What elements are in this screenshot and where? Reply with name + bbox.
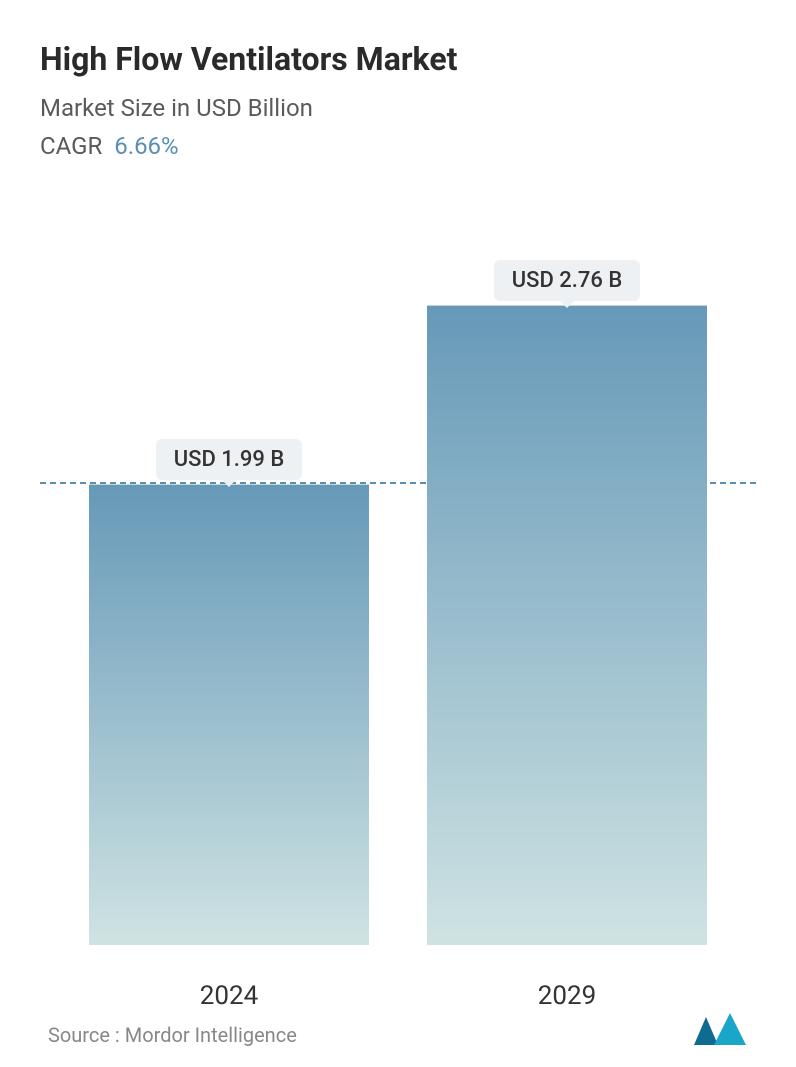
chart-container: High Flow Ventilators Market Market Size… (0, 0, 796, 1034)
x-axis-labels: 2024 2029 (40, 965, 756, 1011)
bar-group: USD 2.76 B (427, 260, 707, 945)
value-badge: USD 2.76 B (494, 260, 641, 301)
cagr-row: CAGR 6.66% (40, 132, 756, 160)
chart-area: USD 1.99 B USD 2.76 B (40, 200, 756, 945)
source-text: Source : Mordor Intelligence (48, 1023, 297, 1047)
bar-group: USD 1.99 B (89, 439, 369, 945)
bars-row: USD 1.99 B USD 2.76 B (60, 260, 736, 945)
bar (427, 305, 707, 945)
x-axis-label: 2024 (89, 981, 369, 1011)
value-badge: USD 1.99 B (156, 439, 303, 480)
chart-footer: Source : Mordor Intelligence (40, 1011, 756, 1067)
chart-title: High Flow Ventilators Market (40, 40, 756, 78)
bar (89, 484, 369, 945)
chart-subtitle: Market Size in USD Billion (40, 94, 756, 122)
x-axis-label: 2029 (427, 981, 707, 1011)
cagr-label: CAGR (40, 132, 102, 160)
cagr-value: 6.66% (114, 132, 178, 160)
mordor-logo-icon (692, 1011, 748, 1047)
